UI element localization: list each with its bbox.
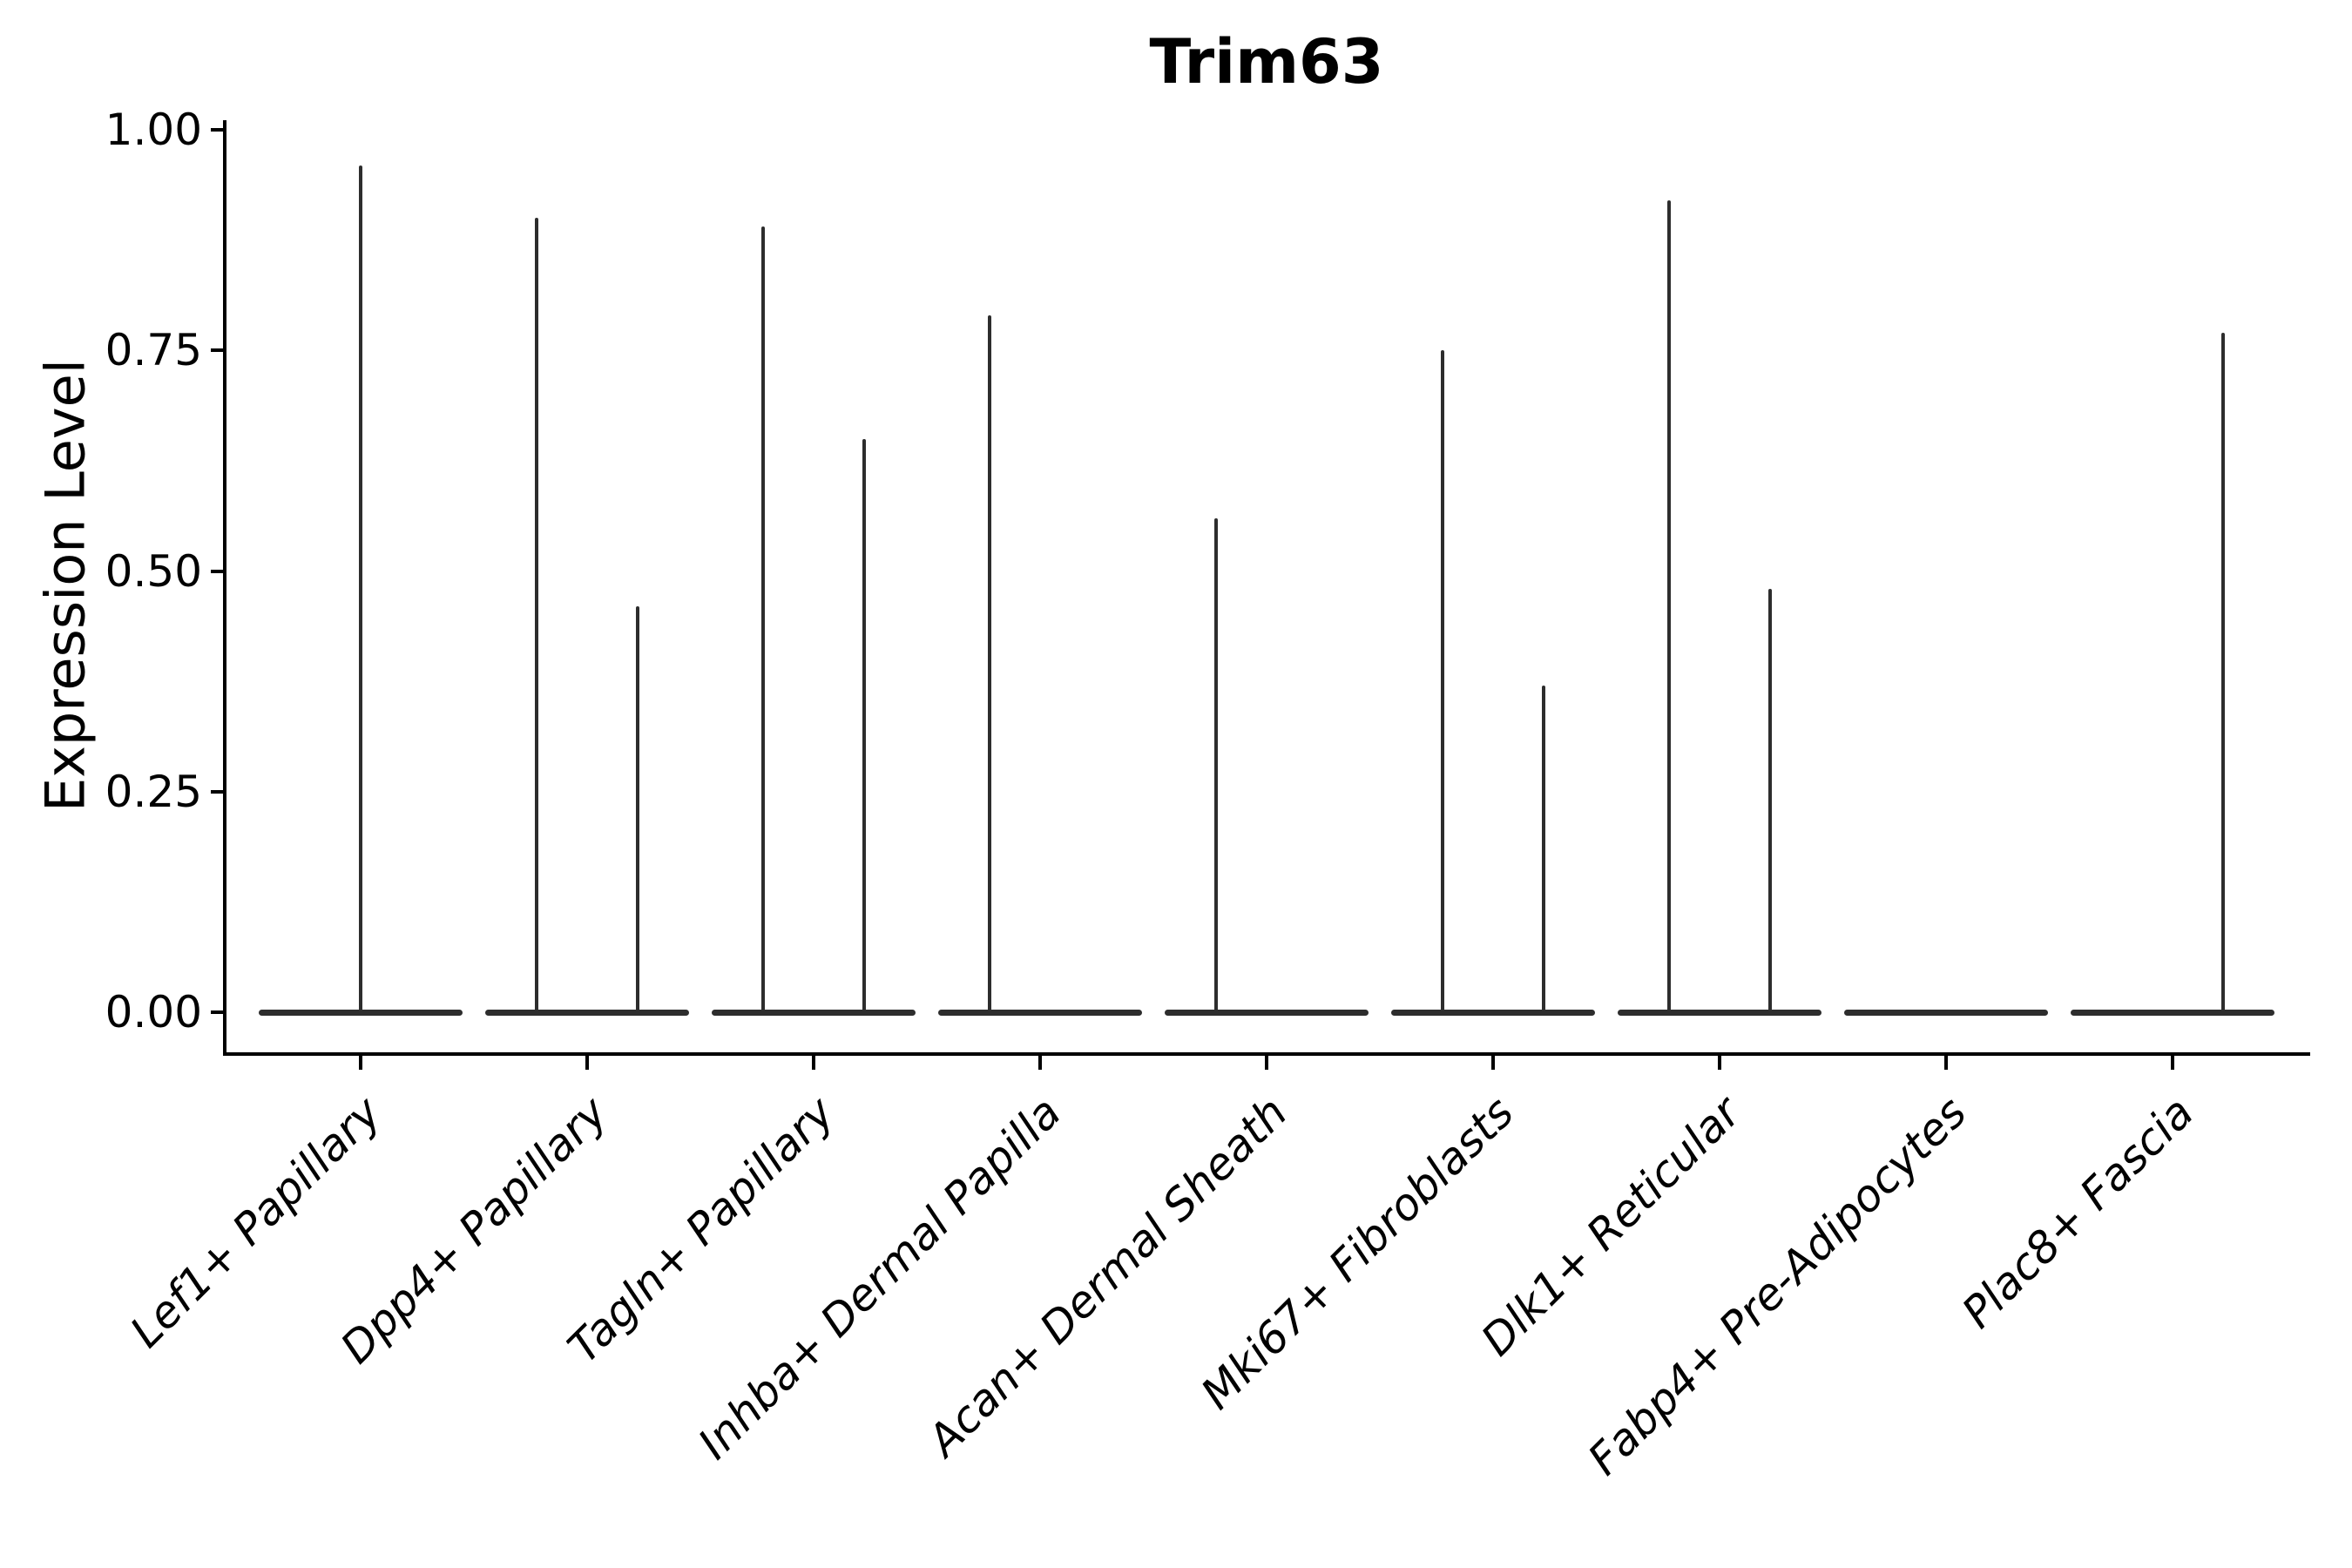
y-axis-tick [211,348,224,353]
x-axis-tick [1491,1056,1495,1070]
x-axis-tick [1944,1056,1948,1070]
y-axis-tick [211,569,224,573]
violin-baseline [1165,1009,1369,1016]
violin-spike [1214,517,1218,1015]
violin-spike [535,218,538,1015]
violin-spike [1441,350,1444,1015]
y-axis-tick [211,789,224,794]
violin-spike [359,165,362,1015]
x-axis-tick [812,1056,815,1070]
x-axis-spine [223,1052,2310,1056]
violin-spike [761,226,765,1015]
x-axis-tick [1718,1056,1721,1070]
violin-baseline [712,1009,916,1016]
x-axis-tick [585,1056,589,1070]
y-tick-label: 0.75 [105,325,202,376]
violin-baseline [1391,1009,1595,1016]
x-tick-label: Inhba+ Dermal Papilla [688,1086,1071,1470]
violin-baseline [1844,1009,2048,1016]
x-axis-tick [2171,1056,2174,1070]
x-axis-tick [1038,1056,1042,1070]
violin-baseline [485,1009,689,1016]
y-tick-label: 0.25 [105,766,202,817]
y-axis-spine [223,120,226,1056]
plot-title: Trim63 [1149,26,1384,98]
violin-spike [1667,200,1671,1015]
violin-spike [862,438,866,1015]
y-tick-label: 0.50 [105,545,202,597]
x-tick-label: Plac8+ Fascia [1951,1086,2203,1338]
violin-baseline [1618,1009,1821,1016]
y-axis-title: Expression Level [33,359,98,812]
violin-spike [1542,686,1545,1015]
x-axis-tick [359,1056,362,1070]
x-tick-label: Fabp4+ Pre-Adipocytes [1578,1086,1977,1485]
x-tick-label: Lef1+ Papillary [120,1086,391,1358]
violin-spike [1768,588,1772,1015]
y-axis-tick [211,128,224,132]
violin-spike [636,606,639,1015]
violin-baseline [2071,1009,2274,1016]
violin-baseline [938,1009,1142,1016]
y-tick-label: 0.00 [105,987,202,1037]
violin-spike [988,314,991,1015]
y-axis-tick [211,1010,224,1014]
y-tick-label: 1.00 [105,105,202,155]
x-axis-tick [1265,1056,1268,1070]
violin-spike [2221,332,2225,1015]
